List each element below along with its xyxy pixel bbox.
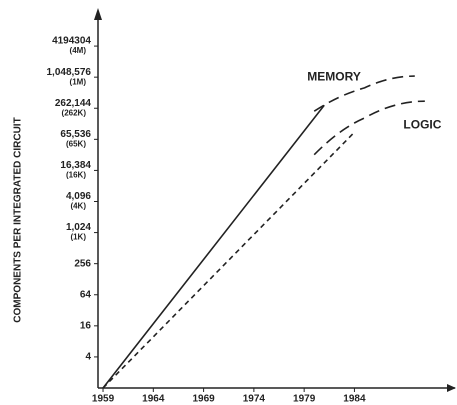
y-tick-label: 1,024	[66, 222, 91, 233]
y-tick-label: 65,536	[60, 129, 91, 140]
y-tick-sublabel: (1M)	[70, 77, 87, 86]
y-tick-sublabel: (262K)	[62, 108, 87, 117]
series-line	[313, 75, 415, 112]
y-tick-label: 4,096	[66, 191, 91, 202]
y-tick-label: 4194304	[52, 36, 91, 47]
y-tick-sublabel: (4M)	[70, 46, 87, 55]
x-tick-label: 1984	[343, 394, 366, 405]
series-line	[102, 131, 356, 389]
series-line	[313, 100, 425, 156]
x-tick-label: 1969	[192, 394, 215, 405]
x-tick-label: 1959	[92, 394, 115, 405]
y-tick-label: 1,048,576	[47, 67, 92, 78]
y-tick-sublabel: (65K)	[66, 139, 86, 148]
x-tick-label: 1979	[293, 394, 316, 405]
series-label: MEMORY	[307, 69, 361, 83]
y-tick-label: 16,384	[60, 160, 91, 171]
y-tick-sublabel: (16K)	[66, 171, 86, 180]
x-tick-label: 1974	[243, 394, 266, 405]
y-tick-label: 262,144	[55, 98, 92, 109]
y-axis-label: COMPONENTS PER INTEGRATED CIRCUIT	[13, 117, 24, 322]
y-tick-label: 64	[80, 289, 92, 300]
series-label: LOGIC	[403, 117, 441, 131]
y-tick-label: 16	[80, 320, 92, 331]
y-tick-label: 4	[85, 352, 91, 363]
series-line	[102, 104, 325, 389]
y-tick-sublabel: (4K)	[70, 202, 86, 211]
x-arrow	[447, 384, 456, 392]
y-arrow	[94, 8, 102, 20]
x-tick-label: 1964	[142, 394, 165, 405]
y-tick-label: 256	[74, 258, 91, 269]
y-tick-sublabel: (1K)	[70, 233, 86, 242]
